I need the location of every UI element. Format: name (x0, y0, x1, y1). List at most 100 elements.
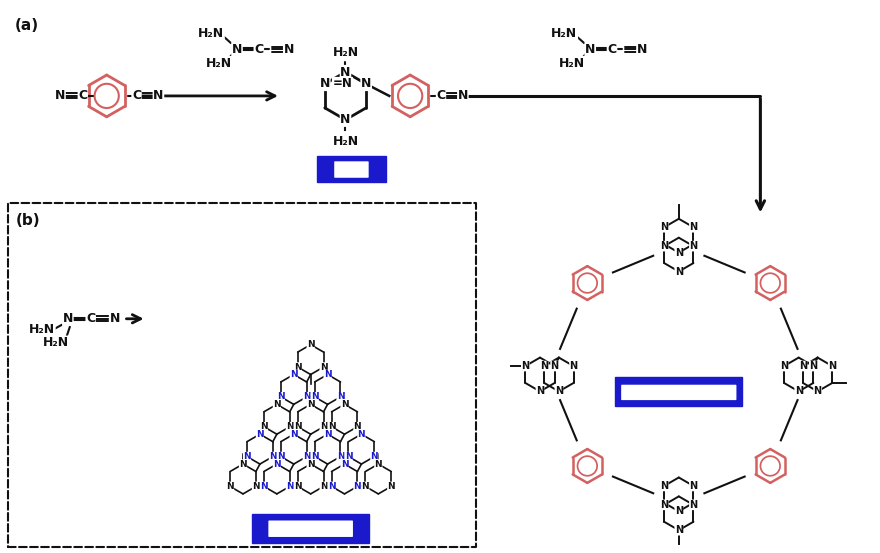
Text: N: N (540, 361, 548, 371)
Text: N: N (294, 363, 302, 372)
Text: H₂N: H₂N (29, 324, 55, 336)
Text: N: N (357, 430, 365, 439)
Text: N: N (362, 482, 370, 491)
Text: N: N (799, 361, 807, 371)
Text: N: N (521, 361, 530, 371)
Text: N: N (585, 43, 596, 56)
Text: N: N (675, 525, 683, 535)
Text: N: N (319, 363, 327, 372)
Text: N: N (536, 387, 544, 397)
Text: N: N (813, 387, 822, 397)
Text: N: N (109, 312, 120, 325)
Text: H₂N: H₂N (551, 27, 577, 40)
Text: C: C (607, 43, 617, 56)
Text: N: N (252, 482, 260, 491)
Text: N: N (828, 361, 836, 371)
Text: N: N (361, 77, 371, 91)
Text: N: N (675, 267, 683, 276)
Text: N: N (324, 370, 332, 379)
Text: N: N (256, 430, 264, 439)
Text: N: N (780, 361, 788, 371)
Text: N: N (294, 482, 302, 491)
Text: N: N (62, 312, 73, 325)
Text: N: N (153, 90, 164, 102)
Text: N: N (260, 422, 268, 431)
Text: H₂N: H₂N (333, 135, 358, 148)
Text: N: N (660, 481, 668, 491)
Text: N: N (307, 400, 314, 409)
Text: DCDA-550: DCDA-550 (269, 521, 352, 536)
Text: N: N (337, 393, 344, 401)
Text: H₂N: H₂N (206, 56, 232, 70)
Text: =N: =N (333, 77, 352, 91)
Text: N: N (569, 361, 577, 371)
Text: C: C (78, 90, 87, 102)
FancyBboxPatch shape (615, 378, 743, 406)
Text: N: N (327, 482, 335, 491)
Text: N: N (55, 90, 65, 102)
Text: N: N (660, 500, 668, 510)
Text: N: N (370, 452, 378, 461)
Text: C: C (86, 312, 95, 325)
Text: N: N (290, 430, 297, 439)
Text: N: N (273, 460, 281, 468)
Text: N: N (660, 241, 668, 251)
Text: N: N (319, 422, 327, 431)
Text: N: N (689, 222, 698, 232)
Text: C: C (132, 90, 141, 102)
Text: N: N (231, 43, 242, 56)
Text: N: N (311, 393, 319, 401)
Text: N: N (303, 452, 311, 461)
Text: N: N (337, 452, 344, 461)
Text: N: N (675, 248, 683, 258)
Text: N: N (554, 387, 563, 397)
Text: N: N (319, 482, 327, 491)
Text: N: N (269, 452, 276, 461)
Text: N: N (387, 482, 395, 491)
Text: N: N (810, 361, 818, 371)
Text: N: N (286, 482, 294, 491)
Text: N: N (375, 460, 382, 468)
Text: N: N (290, 370, 297, 379)
FancyBboxPatch shape (317, 155, 386, 182)
Text: N: N (277, 452, 284, 461)
Text: N: N (277, 393, 284, 401)
Text: N: N (341, 113, 350, 126)
Text: N: N (319, 77, 330, 91)
Text: N: N (354, 482, 361, 491)
Text: H₂N: H₂N (198, 27, 224, 40)
Text: C: C (254, 43, 263, 56)
Text: N: N (637, 43, 647, 56)
Text: N: N (260, 482, 268, 491)
Text: N: N (341, 460, 348, 468)
Text: H₂N: H₂N (333, 46, 358, 59)
Text: (a): (a) (15, 18, 40, 33)
Text: CDT: CDT (335, 162, 368, 177)
Text: N: N (327, 422, 335, 431)
Text: N: N (307, 340, 314, 349)
Text: N: N (307, 460, 314, 468)
Text: N: N (689, 481, 698, 491)
Text: N: N (675, 507, 683, 517)
Text: N: N (341, 400, 348, 409)
Text: N: N (324, 430, 332, 439)
Text: N: N (345, 452, 352, 461)
Text: H₂N: H₂N (43, 336, 69, 349)
Text: N: N (551, 361, 559, 371)
Text: (b): (b) (16, 213, 40, 228)
Text: N: N (294, 422, 302, 431)
Text: H₂N: H₂N (560, 56, 585, 70)
Text: N: N (341, 66, 350, 79)
Text: N: N (311, 452, 319, 461)
FancyBboxPatch shape (252, 514, 370, 542)
Text: N: N (689, 500, 698, 510)
Text: N: N (283, 43, 294, 56)
Text: N: N (303, 393, 311, 401)
Text: N: N (239, 460, 246, 468)
Text: N: N (458, 90, 468, 102)
Text: N: N (286, 422, 294, 431)
Text: N: N (660, 222, 668, 232)
Text: N: N (354, 422, 361, 431)
Text: N: N (689, 241, 698, 251)
Text: N: N (795, 387, 803, 397)
